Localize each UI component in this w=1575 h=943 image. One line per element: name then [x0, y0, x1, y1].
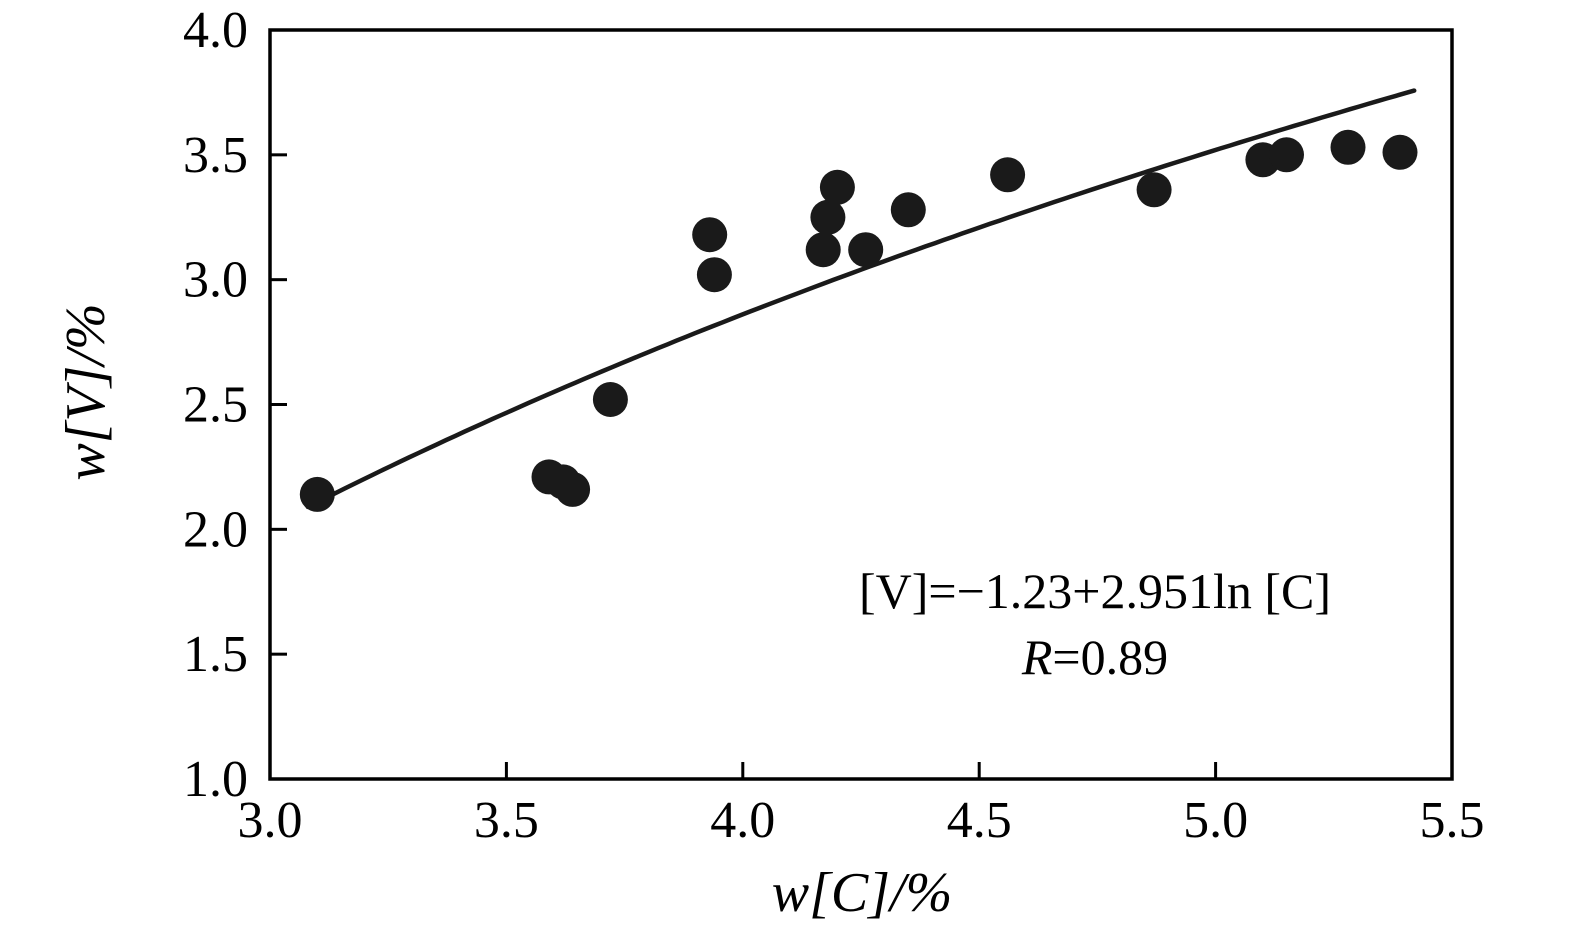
data-point	[810, 199, 846, 235]
data-point	[805, 232, 841, 268]
data-point	[299, 476, 335, 512]
fit-equation-text: [V]=−1.23+2.951ln [C]	[858, 563, 1332, 619]
x-tick-label: 3.0	[238, 792, 303, 849]
y-tick-label: 2.5	[183, 377, 248, 434]
y-tick-label: 1.5	[183, 626, 248, 683]
fit-r-value: =0.89	[1052, 629, 1169, 685]
data-point	[890, 192, 926, 228]
data-point	[692, 217, 728, 253]
data-point	[848, 232, 884, 268]
data-point	[555, 471, 591, 507]
fit-curve-path	[305, 88, 1417, 510]
plot-frame	[268, 28, 1454, 781]
x-tick-label: 5.0	[1183, 792, 1248, 849]
data-point	[819, 169, 855, 205]
fit-r-symbol: R	[1021, 629, 1053, 685]
y-tick-label: 3.0	[183, 252, 248, 309]
y-tick-label: 4.0	[183, 2, 248, 59]
y-axis-label: w[V]/%	[55, 303, 117, 481]
data-point	[696, 257, 732, 293]
x-tick-label: 5.5	[1420, 792, 1485, 849]
y-tick-label: 2.0	[183, 501, 248, 558]
x-tick-label: 3.5	[474, 792, 539, 849]
x-tick-label: 4.0	[710, 792, 775, 849]
data-point	[1330, 129, 1366, 165]
x-tick-label: 4.5	[947, 792, 1012, 849]
data-point	[1136, 172, 1172, 208]
data-point	[1382, 134, 1418, 170]
fit-r-text: R=0.89	[859, 624, 1331, 690]
y-tick-label: 1.0	[183, 751, 248, 808]
fit-annotation: [V]=−1.23+2.951ln [C] R=0.89	[859, 558, 1331, 690]
x-axis-label: w[C]/%	[771, 862, 953, 924]
data-point	[592, 382, 628, 417]
data-point	[1269, 137, 1304, 173]
y-tick-label: 3.5	[183, 127, 248, 184]
data-point	[990, 157, 1026, 193]
